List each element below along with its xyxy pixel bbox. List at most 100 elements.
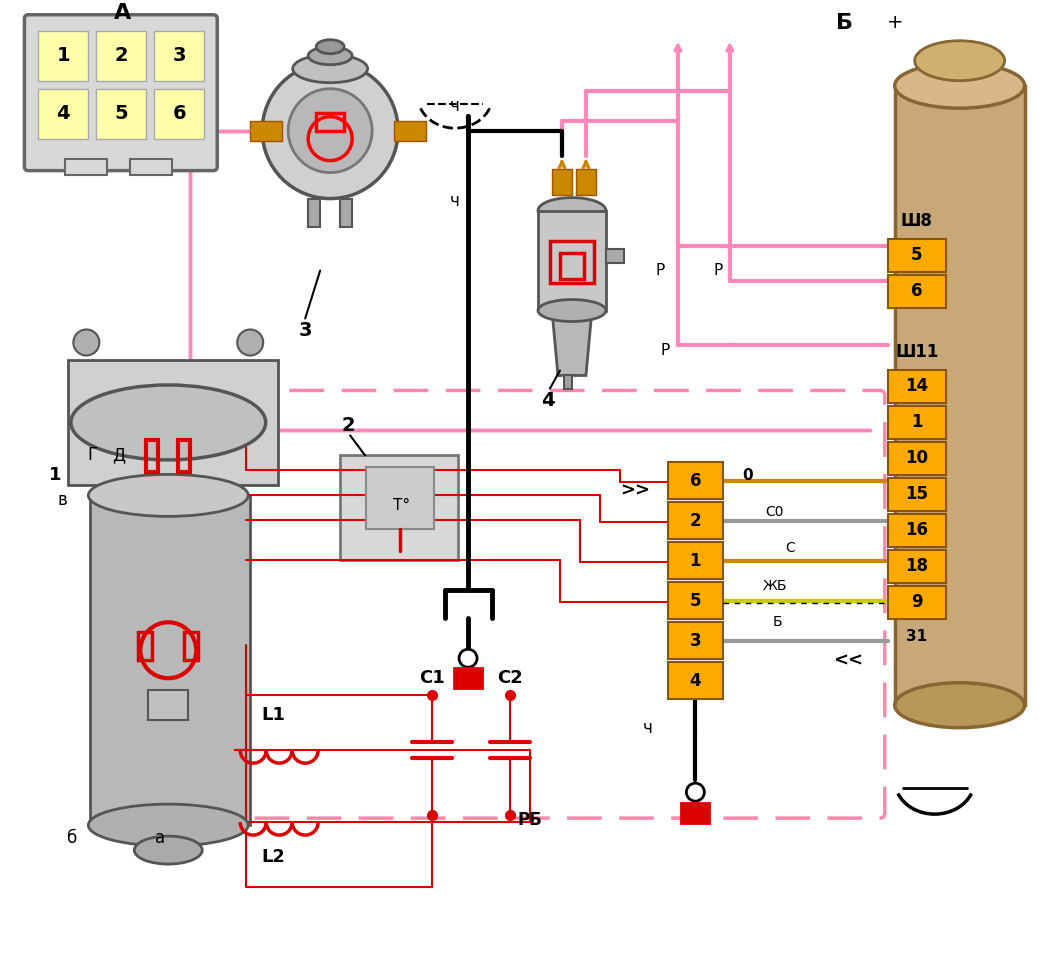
Bar bbox=[550, 240, 594, 282]
Bar bbox=[682, 804, 709, 823]
Text: Т°: Т° bbox=[392, 498, 410, 513]
Text: 18: 18 bbox=[905, 558, 928, 575]
Text: 2: 2 bbox=[114, 46, 128, 66]
Text: 5: 5 bbox=[689, 592, 701, 611]
Ellipse shape bbox=[134, 836, 202, 864]
Text: Р: Р bbox=[713, 263, 723, 278]
Text: >>: >> bbox=[619, 481, 650, 500]
Bar bbox=[552, 169, 572, 195]
Text: 5: 5 bbox=[911, 246, 923, 264]
Text: 0: 0 bbox=[742, 467, 754, 483]
Bar bbox=[184, 632, 199, 661]
Text: Ш11: Ш11 bbox=[895, 343, 939, 362]
Ellipse shape bbox=[894, 683, 1024, 728]
Text: 5: 5 bbox=[114, 104, 128, 123]
Text: 10: 10 bbox=[905, 450, 928, 467]
Text: 9: 9 bbox=[911, 593, 923, 612]
Text: Д: Д bbox=[112, 447, 125, 465]
Text: Р: Р bbox=[655, 263, 665, 278]
Text: А: А bbox=[114, 3, 131, 23]
Bar bbox=[668, 542, 723, 579]
Text: 2: 2 bbox=[341, 416, 355, 435]
Text: Г: Г bbox=[88, 447, 97, 465]
Text: 15: 15 bbox=[905, 485, 928, 504]
Ellipse shape bbox=[538, 300, 606, 321]
Text: Ш8: Ш8 bbox=[901, 212, 932, 229]
Bar bbox=[96, 89, 146, 138]
Text: ч: ч bbox=[643, 719, 653, 737]
Bar bbox=[316, 113, 345, 130]
Bar bbox=[606, 249, 624, 263]
Bar bbox=[251, 121, 282, 141]
Bar bbox=[146, 440, 159, 472]
Bar bbox=[130, 159, 172, 174]
Bar bbox=[894, 85, 1024, 706]
Bar bbox=[888, 478, 946, 512]
Text: 2: 2 bbox=[689, 513, 701, 530]
Text: C1: C1 bbox=[420, 669, 445, 687]
Text: ч: ч bbox=[450, 97, 460, 115]
Circle shape bbox=[73, 329, 99, 356]
Bar bbox=[538, 211, 606, 311]
Bar bbox=[455, 668, 482, 688]
Text: 14: 14 bbox=[905, 377, 928, 396]
Circle shape bbox=[262, 63, 398, 199]
Text: С0: С0 bbox=[765, 506, 784, 519]
Bar bbox=[138, 632, 152, 661]
Ellipse shape bbox=[316, 40, 345, 54]
Circle shape bbox=[686, 783, 704, 801]
Text: C2: C2 bbox=[497, 669, 523, 687]
Ellipse shape bbox=[309, 47, 352, 65]
Bar bbox=[888, 238, 946, 271]
Bar bbox=[560, 253, 583, 278]
Text: Б: Б bbox=[836, 13, 853, 32]
Text: ЖБ: ЖБ bbox=[762, 579, 787, 593]
Text: 31: 31 bbox=[906, 629, 927, 644]
Circle shape bbox=[459, 650, 477, 667]
Text: 1: 1 bbox=[56, 46, 70, 66]
Bar bbox=[309, 199, 320, 226]
Bar bbox=[96, 30, 146, 80]
Polygon shape bbox=[552, 311, 592, 375]
Bar bbox=[340, 199, 352, 226]
Bar bbox=[888, 274, 946, 308]
Text: +: + bbox=[887, 14, 903, 32]
Text: С: С bbox=[785, 541, 795, 556]
Text: 1: 1 bbox=[689, 553, 701, 570]
Text: 4: 4 bbox=[56, 104, 70, 123]
Text: РБ: РБ bbox=[518, 811, 542, 829]
Text: б: б bbox=[68, 829, 77, 847]
FancyBboxPatch shape bbox=[24, 15, 218, 171]
Bar bbox=[576, 169, 596, 195]
Bar bbox=[340, 456, 458, 561]
Text: 6: 6 bbox=[172, 104, 186, 123]
Ellipse shape bbox=[293, 55, 368, 82]
Text: 3: 3 bbox=[172, 46, 186, 66]
Bar bbox=[90, 495, 251, 825]
Bar bbox=[668, 622, 723, 660]
Bar bbox=[668, 463, 723, 500]
Text: а: а bbox=[155, 829, 165, 847]
Ellipse shape bbox=[89, 805, 248, 846]
Circle shape bbox=[289, 89, 372, 172]
Bar bbox=[888, 442, 946, 475]
Bar bbox=[394, 121, 426, 141]
Bar bbox=[564, 375, 572, 389]
Bar bbox=[668, 662, 723, 699]
Bar bbox=[366, 467, 434, 529]
Text: 3: 3 bbox=[689, 632, 701, 651]
Text: 6: 6 bbox=[911, 281, 923, 300]
Text: L1: L1 bbox=[261, 707, 285, 724]
Ellipse shape bbox=[538, 198, 606, 223]
Ellipse shape bbox=[914, 41, 1004, 80]
Bar bbox=[148, 690, 188, 720]
Text: 16: 16 bbox=[905, 521, 928, 539]
Bar bbox=[154, 89, 204, 138]
Text: 4: 4 bbox=[689, 672, 701, 690]
Bar bbox=[888, 514, 946, 548]
Text: 1: 1 bbox=[911, 414, 923, 431]
Bar bbox=[69, 361, 278, 485]
Ellipse shape bbox=[894, 64, 1024, 108]
Text: ч: ч bbox=[450, 192, 460, 210]
Text: 3: 3 bbox=[298, 321, 312, 340]
